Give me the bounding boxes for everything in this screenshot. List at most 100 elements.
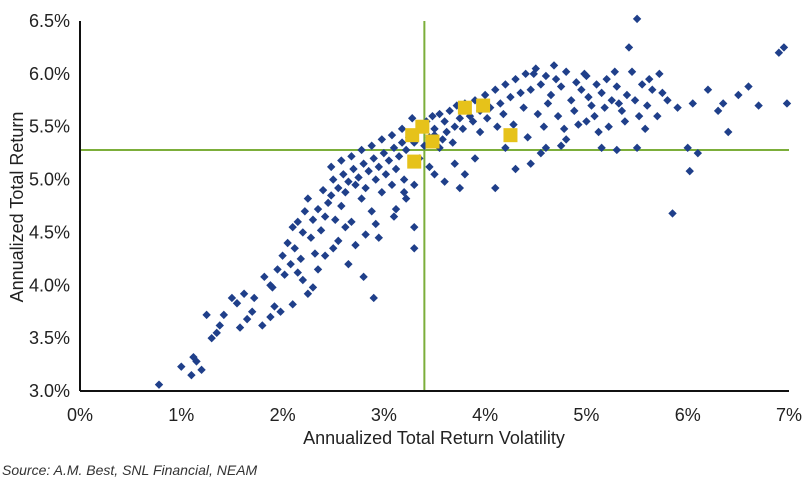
data-point-diamond bbox=[602, 74, 611, 84]
data-point-diamond bbox=[357, 145, 366, 155]
data-point-diamond bbox=[718, 99, 728, 108]
data-point-diamond bbox=[724, 127, 733, 137]
data-point-diamond bbox=[310, 249, 320, 258]
data-point-diamond bbox=[607, 96, 616, 105]
data-point-diamond bbox=[270, 302, 279, 311]
data-point-diamond bbox=[379, 148, 389, 158]
data-point-diamond bbox=[559, 124, 569, 134]
data-point-diamond bbox=[779, 43, 789, 52]
data-point-diamond bbox=[543, 99, 553, 108]
data-point-diamond bbox=[637, 80, 647, 89]
data-point-diamond bbox=[448, 138, 457, 147]
data-point-diamond bbox=[597, 88, 606, 98]
data-point-diamond bbox=[549, 61, 559, 70]
data-point-diamond bbox=[653, 111, 662, 121]
data-point-diamond bbox=[673, 103, 682, 112]
y-tick-label: 4.0% bbox=[29, 275, 70, 295]
data-point-diamond bbox=[600, 103, 609, 112]
data-point-diamond bbox=[351, 240, 360, 250]
data-point-diamond bbox=[389, 143, 399, 153]
data-point-diamond bbox=[344, 259, 353, 269]
data-point-diamond bbox=[561, 67, 571, 76]
data-point-diamond bbox=[357, 194, 366, 203]
data-point-diamond bbox=[551, 74, 561, 84]
data-point-diamond bbox=[154, 380, 164, 389]
data-point-diamond bbox=[377, 188, 387, 197]
data-point-diamond bbox=[313, 204, 323, 214]
data-point-diamond bbox=[655, 69, 664, 79]
data-point-diamond bbox=[594, 127, 603, 137]
data-point-diamond bbox=[592, 80, 601, 89]
data-point-diamond bbox=[397, 124, 407, 134]
data-point-diamond bbox=[582, 117, 591, 126]
data-point-diamond bbox=[470, 96, 480, 105]
data-point-diamond bbox=[556, 141, 566, 150]
data-point-diamond bbox=[648, 85, 657, 94]
data-point-diamond bbox=[235, 323, 245, 332]
data-point-square bbox=[425, 134, 440, 149]
data-point-diamond bbox=[577, 85, 586, 94]
data-point-diamond bbox=[399, 188, 409, 197]
data-point-diamond bbox=[683, 143, 692, 153]
data-point-diamond bbox=[300, 207, 310, 216]
data-point-diamond bbox=[420, 141, 429, 150]
data-point-diamond bbox=[247, 307, 257, 316]
data-point-diamond bbox=[266, 312, 275, 322]
data-point-diamond bbox=[499, 109, 508, 119]
data-point-diamond bbox=[640, 124, 650, 134]
data-point-diamond bbox=[374, 162, 383, 172]
x-tick-label: 1% bbox=[168, 405, 194, 425]
data-point-diamond bbox=[440, 177, 449, 186]
data-point-diamond bbox=[290, 244, 299, 253]
data-point-diamond bbox=[215, 321, 224, 330]
data-point-diamond bbox=[442, 127, 451, 137]
data-point-diamond bbox=[306, 233, 316, 242]
data-point-diamond bbox=[458, 124, 468, 134]
data-point-diamond bbox=[693, 148, 703, 158]
data-point-diamond bbox=[232, 299, 242, 308]
x-tick-label: 0% bbox=[67, 405, 93, 425]
data-point-diamond bbox=[298, 275, 308, 285]
data-point-diamond bbox=[526, 159, 535, 168]
y-tick-label: 3.5% bbox=[29, 328, 70, 348]
data-point-diamond bbox=[643, 101, 652, 110]
y-tick-label: 5.5% bbox=[29, 117, 70, 137]
data-point-diamond bbox=[597, 143, 606, 153]
data-point-square bbox=[457, 100, 472, 115]
data-point-diamond bbox=[688, 99, 697, 108]
data-point-diamond bbox=[192, 357, 201, 366]
data-point-diamond bbox=[308, 215, 318, 224]
data-point-diamond bbox=[276, 307, 285, 316]
data-point-diamond bbox=[541, 71, 551, 81]
data-point-diamond bbox=[341, 188, 350, 197]
data-point-diamond bbox=[668, 209, 677, 218]
x-tick-label: 2% bbox=[270, 405, 296, 425]
data-point-diamond bbox=[521, 69, 530, 79]
data-point-square bbox=[503, 128, 518, 143]
data-point-diamond bbox=[620, 117, 630, 126]
data-point-diamond bbox=[516, 88, 525, 98]
data-point-diamond bbox=[574, 120, 583, 129]
data-point-diamond bbox=[283, 238, 292, 248]
data-point-diamond bbox=[435, 109, 444, 119]
data-point-diamond bbox=[339, 170, 348, 179]
data-point-diamond bbox=[408, 114, 417, 123]
data-point-diamond bbox=[394, 152, 404, 161]
data-point-diamond bbox=[397, 138, 407, 147]
data-point-diamond bbox=[187, 370, 196, 380]
y-axis-title: Annualized Total Return bbox=[7, 112, 27, 303]
data-point-diamond bbox=[617, 106, 627, 116]
data-point-diamond bbox=[367, 141, 376, 150]
x-axis-ticks: 0% 1% 2% 3% 4% 5% 6% 7% bbox=[67, 405, 802, 425]
data-point-diamond bbox=[410, 222, 419, 232]
data-point-diamond bbox=[614, 99, 624, 108]
data-point-diamond bbox=[703, 85, 713, 94]
data-point-diamond bbox=[293, 268, 302, 277]
data-point-square bbox=[407, 154, 422, 169]
data-point-diamond bbox=[313, 265, 323, 274]
y-tick-label: 3.0% bbox=[29, 381, 70, 401]
data-point-diamond bbox=[326, 162, 336, 172]
data-point-diamond bbox=[713, 106, 723, 116]
data-points bbox=[154, 14, 792, 389]
